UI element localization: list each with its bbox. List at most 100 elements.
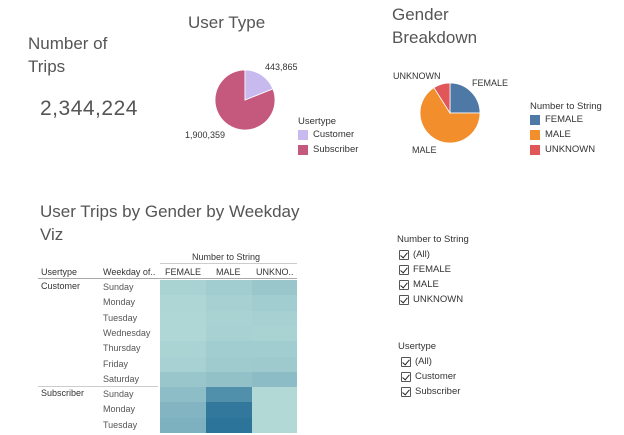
pie-slice-customer[interactable] (244, 69, 274, 101)
heatmap-cell[interactable] (206, 402, 252, 419)
row-label-usertype: Subscriber (41, 388, 85, 399)
heatmap-cell[interactable] (206, 417, 252, 434)
heatmap-cell[interactable] (160, 356, 206, 373)
heatmap-cell[interactable] (206, 295, 252, 312)
filter-title: Usertype (398, 341, 437, 352)
checkbox-checked-icon[interactable] (399, 249, 409, 260)
checkbox-checked-icon[interactable] (399, 264, 409, 275)
header-unknown[interactable]: UNKNO.. (256, 267, 294, 277)
legend-item-female[interactable]: FEMALE (530, 112, 602, 127)
filter-option[interactable]: MALE (399, 277, 469, 292)
pie-slice-female[interactable] (449, 82, 481, 114)
filter-option-label: FEMALE (413, 264, 452, 275)
header-male[interactable]: MALE (216, 267, 241, 277)
row-label-weekday: Tuesday (103, 312, 138, 323)
heatmap-cell[interactable] (206, 356, 252, 373)
viz-title-line1: User Trips by Gender by Weekday (40, 202, 300, 221)
heatmap-cell[interactable] (252, 280, 297, 296)
pie-label-customer: 443,865 (265, 62, 298, 72)
legend-item-subscriber[interactable]: Subscriber (298, 142, 358, 157)
legend-label: UNKNOWN (545, 144, 596, 155)
user-type-legend: Usertype Customer Subscriber (298, 116, 358, 157)
filter-option[interactable]: Subscriber (401, 384, 460, 399)
legend-swatch (298, 144, 308, 155)
header-usertype[interactable]: Usertype (41, 267, 78, 277)
heatmap-cell[interactable] (160, 325, 206, 342)
heatmap-cell[interactable] (252, 341, 297, 357)
heatmap-cell[interactable] (160, 417, 206, 434)
heatmap-cell[interactable] (160, 280, 206, 296)
header-female[interactable]: FEMALE (165, 267, 202, 277)
heatmap-cell[interactable] (160, 371, 206, 388)
checkbox-checked-icon[interactable] (401, 371, 411, 382)
user-type-pie[interactable] (205, 60, 285, 140)
filter-option[interactable]: (All) (401, 354, 460, 369)
legend-item-unknown[interactable]: UNKNOWN (530, 142, 602, 157)
viz-title: User Trips by Gender by Weekday Viz (40, 200, 300, 246)
gender-title: Gender Breakdown (392, 3, 477, 49)
heatmap-cell[interactable] (160, 387, 206, 403)
checkbox-checked-icon[interactable] (401, 356, 411, 367)
row-label-weekday: Tuesday (103, 419, 138, 430)
filter-option[interactable]: UNKNOWN (399, 292, 469, 307)
filter-option[interactable]: (All) (399, 247, 469, 262)
heatmap-cell[interactable] (252, 325, 297, 342)
legend-label: Subscriber (313, 144, 359, 155)
legend-item-customer[interactable]: Customer (298, 127, 358, 142)
divider (38, 278, 297, 279)
pie-label-unknown: UNKNOWN (393, 71, 441, 81)
gender-title-line2: Breakdown (392, 28, 478, 47)
heatmap-cell[interactable] (160, 341, 206, 357)
heatmap-cell[interactable] (206, 387, 252, 403)
heatmap-cell[interactable] (160, 402, 206, 419)
legend-swatch (530, 114, 540, 125)
pie-label-male: MALE (412, 145, 437, 155)
pie-slice-male[interactable] (419, 87, 481, 144)
heatmap-cell[interactable] (252, 402, 297, 419)
header-weekday[interactable]: Weekday of.. (103, 267, 156, 277)
heatmap-cell[interactable] (206, 280, 252, 296)
filter-items: (All) Customer Subscriber (398, 354, 460, 399)
legend-label: FEMALE (545, 114, 584, 125)
heatmap-cell[interactable] (206, 325, 252, 342)
filter-title: Number to String (397, 234, 469, 245)
heatmap-cell[interactable] (160, 310, 206, 327)
legend-label: Customer (313, 129, 355, 140)
row-label-weekday: Wednesday (103, 327, 151, 338)
filter-option[interactable]: Customer (401, 369, 460, 384)
checkbox-checked-icon[interactable] (401, 386, 411, 397)
kpi-title-line1: Number of (28, 34, 108, 53)
heatmap-cell[interactable] (252, 295, 297, 312)
filter-option[interactable]: FEMALE (399, 262, 469, 277)
row-label-weekday: Sunday (103, 282, 134, 292)
heatmap-cell[interactable] (252, 417, 297, 434)
heatmap-cell[interactable] (160, 295, 206, 312)
col-group-header: Number to String (192, 252, 261, 262)
heatmap-cell[interactable] (252, 310, 297, 327)
filter-option-label: (All) (415, 356, 432, 367)
filter-option-label: (All) (413, 249, 430, 260)
checkbox-checked-icon[interactable] (399, 279, 409, 290)
filter-items: (All) FEMALE MALE UNKNOWN (397, 247, 469, 307)
divider (160, 263, 297, 264)
heatmap-cell[interactable] (252, 387, 297, 403)
legend-label: MALE (545, 129, 571, 140)
legend-item-male[interactable]: MALE (530, 127, 602, 142)
gender-pie[interactable] (417, 80, 483, 146)
heatmap-cell[interactable] (206, 310, 252, 327)
legend-swatch (530, 129, 540, 140)
pie-label-subscriber: 1,900,359 (185, 130, 226, 140)
checkbox-checked-icon[interactable] (399, 294, 409, 305)
filter-option-label: UNKNOWN (413, 294, 464, 305)
kpi-title: Number of Trips (28, 32, 107, 78)
heatmap-cell[interactable] (206, 341, 252, 357)
row-label-weekday: Saturday (103, 373, 140, 384)
filter-gender: Number to String (All) FEMALE MALE UNKNOWN (397, 234, 469, 307)
heatmap-cell[interactable] (252, 371, 297, 388)
row-label-usertype: Customer (41, 281, 81, 291)
heatmap-cell[interactable] (206, 371, 252, 388)
pie-slice-unknown[interactable] (433, 82, 451, 115)
viz-title-line2: Viz (40, 225, 64, 244)
filter-option-label: MALE (413, 279, 439, 290)
heatmap-cell[interactable] (252, 356, 297, 373)
